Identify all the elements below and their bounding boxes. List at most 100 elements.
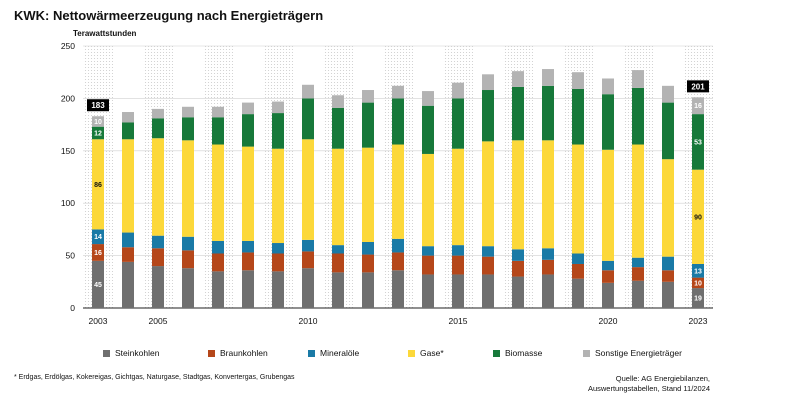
- footnote: * Erdgas, Erdölgas, Kokereigas, Gichtgas…: [14, 374, 295, 381]
- bar-biomasse-2007: [212, 117, 224, 145]
- bar-gase--2004: [122, 139, 134, 233]
- x-tick-label-2005: 2005: [149, 316, 168, 326]
- bar-braunkohlen-2007: [212, 253, 224, 272]
- data-label-steinkohlen-2003: 45: [94, 282, 102, 289]
- data-label-biomasse-2003: 12: [94, 130, 102, 137]
- bar-sonstige-energietr-ger-2018: [542, 69, 554, 86]
- bar-biomasse-2003: [92, 126, 104, 140]
- bar-steinkohlen-2003: [92, 260, 104, 308]
- legend-swatch: [493, 349, 500, 357]
- bar-steinkohlen-2021: [632, 280, 644, 308]
- bar-biomasse-2018: [542, 85, 554, 141]
- bar-gase--2013: [392, 144, 404, 239]
- bar-sonstige-energietr-ger-2012: [362, 90, 374, 103]
- bar-braunkohlen-2023: [692, 277, 704, 289]
- bar-mineral-le-2016: [482, 246, 494, 257]
- bar-biomasse-2006: [182, 117, 194, 141]
- x-tick-label-2010: 2010: [299, 316, 318, 326]
- chart-title: KWK: Nettowärmeerzeugung nach Energieträ…: [14, 8, 324, 23]
- bar-gase--2021: [632, 144, 644, 258]
- y-tick-label-200: 200: [61, 93, 75, 103]
- bar-mineral-le-2022: [662, 256, 674, 271]
- bar-sonstige-energietr-ger-2008: [242, 102, 254, 115]
- bar-sonstige-energietr-ger-2019: [572, 72, 584, 89]
- bar-gase--2018: [542, 140, 554, 249]
- bar-sonstige-energietr-ger-2021: [632, 70, 644, 88]
- bar-biomasse-2023: [692, 114, 704, 170]
- bar-steinkohlen-2015: [452, 274, 464, 308]
- bar-mineral-le-2006: [182, 236, 194, 251]
- bar-gase--2010: [302, 139, 314, 240]
- legend-swatch: [103, 349, 110, 357]
- bar-biomasse-2013: [392, 98, 404, 145]
- y-axis-label: Terawattstunden: [73, 29, 137, 38]
- bar-gase--2016: [482, 141, 494, 247]
- bar-gase--2006: [182, 140, 194, 237]
- bar-braunkohlen-2003: [92, 244, 104, 261]
- bar-mineral-le-2014: [422, 246, 434, 256]
- bar-braunkohlen-2008: [242, 252, 254, 271]
- data-label-braunkohlen-2003: 16: [94, 250, 102, 257]
- bar-biomasse-2021: [632, 87, 644, 145]
- bar-biomasse-2016: [482, 90, 494, 142]
- bar-braunkohlen-2014: [422, 255, 434, 275]
- bar-braunkohlen-2018: [542, 259, 554, 275]
- bar-mineral-le-2011: [332, 245, 344, 254]
- data-label-sonstige-energietr-ger-2003: 10: [94, 119, 102, 126]
- bar-mineral-le-2013: [392, 238, 404, 253]
- bar-sonstige-energietr-ger-2014: [422, 91, 434, 106]
- bar-sonstige-energietr-ger-2016: [482, 74, 494, 91]
- bar-biomasse-2014: [422, 105, 434, 154]
- bar-gase--2008: [242, 146, 254, 241]
- bar-steinkohlen-2013: [392, 270, 404, 308]
- data-label-mineral-le-2003: 14: [94, 234, 102, 241]
- bar-sonstige-energietr-ger-2013: [392, 85, 404, 99]
- bar-biomasse-2015: [452, 98, 464, 149]
- y-tick-label-250: 250: [61, 41, 75, 51]
- legend-item-mineral-le: Mineralöle: [308, 348, 359, 358]
- bar-braunkohlen-2013: [392, 252, 404, 271]
- legend-label: Sonstige Energieträger: [595, 348, 682, 358]
- bar-steinkohlen-2019: [572, 278, 584, 308]
- x-tick-label-2015: 2015: [449, 316, 468, 326]
- y-tick-label-50: 50: [66, 251, 76, 261]
- bar-steinkohlen-2006: [182, 268, 194, 308]
- total-box-2003: [87, 99, 109, 112]
- bar-mineral-le-2012: [362, 241, 374, 255]
- bar-steinkohlen-2004: [122, 261, 134, 308]
- bar-biomasse-2019: [572, 88, 584, 145]
- legend-label: Mineralöle: [320, 348, 360, 358]
- bar-steinkohlen-2014: [422, 274, 434, 308]
- bar-sonstige-energietr-ger-2007: [212, 106, 224, 118]
- data-label-biomasse-2023: 53: [694, 139, 702, 146]
- bar-gase--2012: [362, 147, 374, 242]
- bar-braunkohlen-2016: [482, 256, 494, 275]
- bar-braunkohlen-2021: [632, 267, 644, 281]
- bar-braunkohlen-2015: [452, 255, 464, 275]
- source-line-2: Auswertungstabellen, Stand 11/2024: [587, 384, 710, 393]
- legend-swatch: [408, 349, 415, 357]
- bar-steinkohlen-2020: [602, 282, 614, 308]
- legend-label: Braunkohlen: [220, 348, 268, 358]
- data-label-gase--2023: 90: [694, 214, 702, 221]
- bar-sonstige-energietr-ger-2017: [512, 71, 524, 87]
- bar-braunkohlen-2009: [272, 253, 284, 272]
- bar-braunkohlen-2020: [602, 270, 614, 283]
- legend-swatch: [208, 349, 215, 357]
- bar-braunkohlen-2022: [662, 270, 674, 282]
- bar-braunkohlen-2005: [152, 248, 164, 267]
- bar-steinkohlen-2008: [242, 270, 254, 308]
- bar-gase--2014: [422, 153, 434, 247]
- bar-sonstige-energietr-ger-2009: [272, 101, 284, 114]
- legend-swatch: [308, 349, 315, 357]
- bar-steinkohlen-2012: [362, 272, 374, 308]
- bar-biomasse-2012: [362, 102, 374, 148]
- data-label-sonstige-energietr-ger-2023: 16: [694, 103, 702, 110]
- bar-mineral-le-2009: [272, 243, 284, 254]
- bar-sonstige-energietr-ger-2022: [662, 85, 674, 103]
- bar-steinkohlen-2017: [512, 276, 524, 308]
- bar-braunkohlen-2019: [572, 263, 584, 279]
- bar-biomasse-2017: [512, 86, 524, 141]
- legend-swatch: [583, 349, 590, 357]
- bar-gase--2011: [332, 148, 344, 246]
